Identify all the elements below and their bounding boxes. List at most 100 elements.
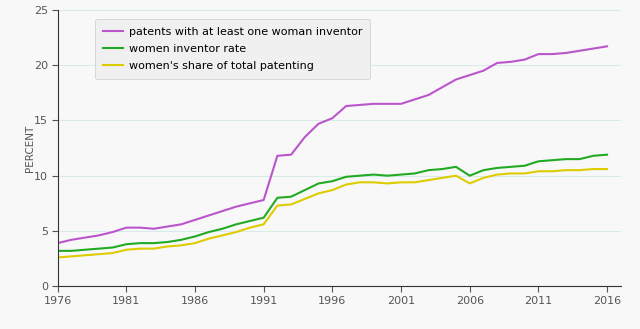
women's share of total patenting	[109, 251, 116, 255]
women inventor rate	[260, 216, 268, 220]
patents with at least one woman inventor	[534, 52, 542, 56]
women inventor rate	[67, 249, 75, 253]
women inventor rate	[548, 158, 556, 162]
women's share of total patenting	[219, 233, 227, 237]
women's share of total patenting	[438, 176, 446, 180]
patents with at least one woman inventor	[438, 85, 446, 89]
patents with at least one woman inventor	[246, 201, 253, 205]
women inventor rate	[479, 168, 487, 172]
women's share of total patenting	[205, 237, 212, 241]
women's share of total patenting	[81, 253, 89, 257]
patents with at least one woman inventor	[287, 153, 295, 157]
women inventor rate	[397, 173, 405, 177]
patents with at least one woman inventor	[507, 60, 515, 64]
patents with at least one woman inventor	[67, 238, 75, 242]
women inventor rate	[534, 159, 542, 163]
patents with at least one woman inventor	[191, 218, 199, 222]
women inventor rate	[219, 227, 227, 231]
women's share of total patenting	[342, 183, 350, 187]
women inventor rate	[466, 174, 474, 178]
women inventor rate	[136, 241, 144, 245]
women's share of total patenting	[287, 202, 295, 206]
women's share of total patenting	[67, 254, 75, 258]
women's share of total patenting	[452, 174, 460, 178]
women inventor rate	[383, 174, 391, 178]
women inventor rate	[287, 195, 295, 199]
women inventor rate	[521, 164, 529, 168]
women inventor rate	[342, 175, 350, 179]
women's share of total patenting	[136, 247, 144, 251]
women's share of total patenting	[493, 173, 501, 177]
women inventor rate	[328, 179, 336, 183]
patents with at least one woman inventor	[232, 205, 240, 209]
women's share of total patenting	[562, 168, 570, 172]
patents with at least one woman inventor	[425, 93, 433, 97]
women inventor rate	[301, 188, 308, 192]
women inventor rate	[562, 157, 570, 161]
women's share of total patenting	[273, 204, 281, 208]
patents with at least one woman inventor	[589, 47, 597, 51]
patents with at least one woman inventor	[328, 116, 336, 120]
patents with at least one woman inventor	[136, 226, 144, 230]
women's share of total patenting	[54, 256, 61, 260]
women inventor rate	[589, 154, 597, 158]
patents with at least one woman inventor	[205, 214, 212, 217]
women inventor rate	[232, 222, 240, 226]
women inventor rate	[438, 167, 446, 171]
women inventor rate	[452, 165, 460, 169]
Line: patents with at least one woman inventor: patents with at least one woman inventor	[58, 46, 607, 243]
patents with at least one woman inventor	[164, 225, 172, 229]
women's share of total patenting	[370, 180, 378, 184]
patents with at least one woman inventor	[479, 69, 487, 73]
women's share of total patenting	[425, 178, 433, 182]
women's share of total patenting	[260, 222, 268, 226]
women's share of total patenting	[507, 171, 515, 175]
women inventor rate	[81, 248, 89, 252]
patents with at least one woman inventor	[177, 222, 185, 226]
women inventor rate	[164, 240, 172, 244]
patents with at least one woman inventor	[273, 154, 281, 158]
women's share of total patenting	[356, 180, 364, 184]
women's share of total patenting	[177, 243, 185, 247]
patents with at least one woman inventor	[81, 236, 89, 240]
patents with at least one woman inventor	[356, 103, 364, 107]
women inventor rate	[356, 174, 364, 178]
patents with at least one woman inventor	[521, 58, 529, 62]
women inventor rate	[246, 219, 253, 223]
Line: women inventor rate: women inventor rate	[58, 155, 607, 251]
Legend: patents with at least one woman inventor, women inventor rate, women's share of : patents with at least one woman inventor…	[95, 19, 371, 79]
women inventor rate	[205, 230, 212, 234]
patents with at least one woman inventor	[315, 122, 323, 126]
patents with at least one woman inventor	[260, 198, 268, 202]
women inventor rate	[507, 165, 515, 169]
women's share of total patenting	[315, 191, 323, 195]
women inventor rate	[576, 157, 584, 161]
women inventor rate	[109, 245, 116, 249]
women inventor rate	[191, 235, 199, 239]
women inventor rate	[411, 171, 419, 175]
women's share of total patenting	[604, 167, 611, 171]
patents with at least one woman inventor	[604, 44, 611, 48]
patents with at least one woman inventor	[109, 230, 116, 234]
women's share of total patenting	[95, 252, 102, 256]
women's share of total patenting	[164, 244, 172, 248]
patents with at least one woman inventor	[383, 102, 391, 106]
women inventor rate	[122, 242, 130, 246]
women's share of total patenting	[521, 171, 529, 175]
women's share of total patenting	[383, 182, 391, 186]
patents with at least one woman inventor	[397, 102, 405, 106]
women inventor rate	[273, 196, 281, 200]
women's share of total patenting	[232, 230, 240, 234]
patents with at least one woman inventor	[370, 102, 378, 106]
women inventor rate	[315, 182, 323, 186]
patents with at least one woman inventor	[122, 226, 130, 230]
women's share of total patenting	[411, 180, 419, 184]
women inventor rate	[493, 166, 501, 170]
women's share of total patenting	[548, 169, 556, 173]
women inventor rate	[95, 247, 102, 251]
women's share of total patenting	[576, 168, 584, 172]
women inventor rate	[370, 173, 378, 177]
women's share of total patenting	[246, 226, 253, 230]
patents with at least one woman inventor	[150, 227, 157, 231]
Y-axis label: PERCENT: PERCENT	[24, 124, 35, 172]
